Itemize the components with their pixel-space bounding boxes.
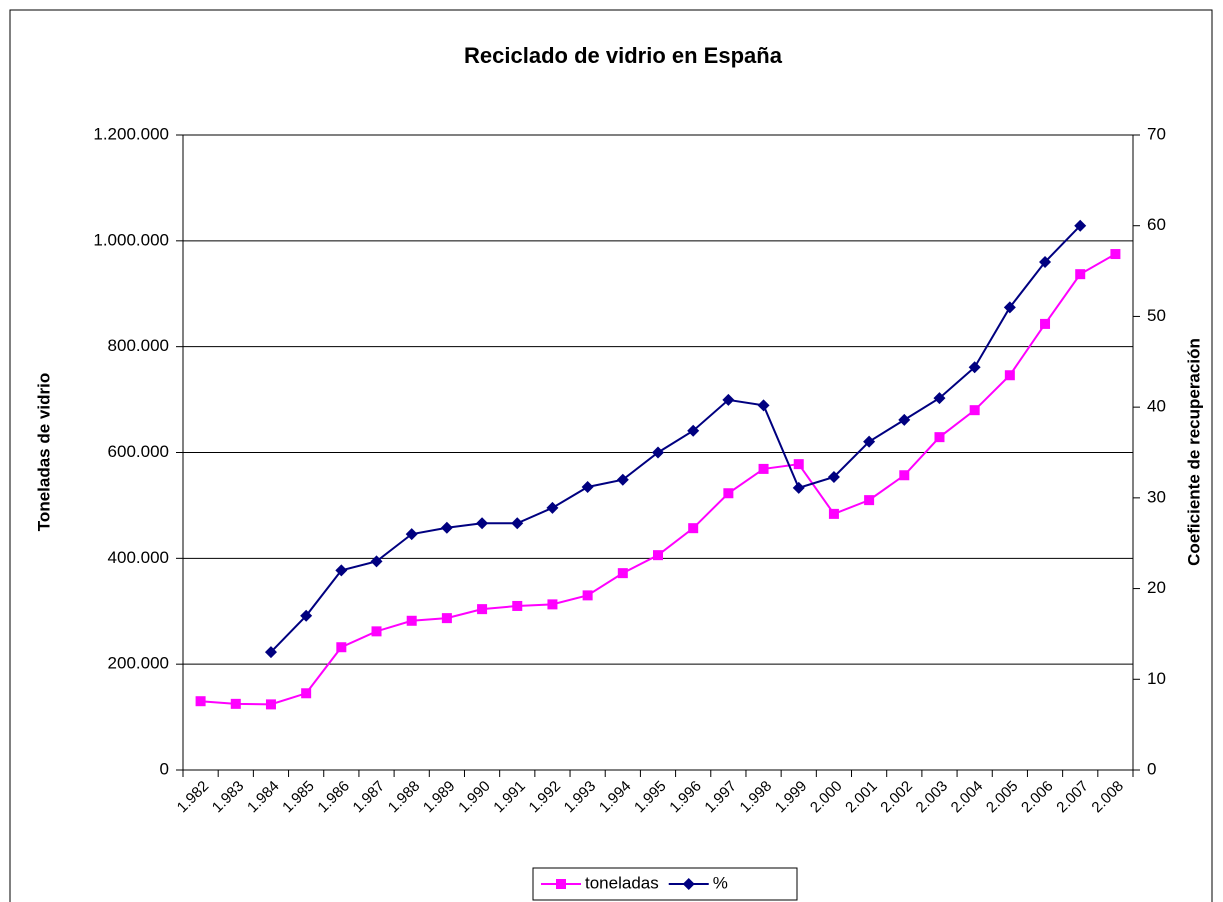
data-point (827, 470, 840, 483)
y2-tick-label: 0 (1147, 759, 1156, 778)
data-point (406, 615, 417, 626)
data-point (899, 470, 910, 481)
data-point (195, 696, 206, 707)
y2-tick-label: 70 (1147, 124, 1166, 143)
data-point (300, 609, 313, 622)
data-point (230, 698, 241, 709)
legend-label: % (713, 873, 728, 892)
data-point (264, 646, 277, 659)
y2-axis-title: Coeficiente de recuperación (1184, 338, 1203, 566)
data-point (546, 501, 559, 514)
data-point (1074, 219, 1087, 232)
data-point (370, 555, 383, 568)
data-point (688, 523, 699, 534)
data-point (969, 405, 980, 416)
data-point (722, 393, 735, 406)
data-point (477, 604, 488, 615)
y-tick-label: 1.000.000 (93, 230, 169, 249)
data-point (616, 473, 629, 486)
data-point (863, 435, 876, 448)
y-axis-title: Toneladas de vidrio (34, 373, 53, 531)
data-point (968, 361, 981, 374)
data-point (792, 481, 805, 494)
data-point (512, 600, 523, 611)
data-point (757, 399, 770, 412)
y2-tick-label: 30 (1147, 487, 1166, 506)
data-point (653, 550, 663, 561)
y2-tick-label: 10 (1147, 669, 1166, 688)
data-point (687, 424, 700, 437)
data-point (405, 528, 418, 541)
y-tick-label: 1.200.000 (93, 124, 169, 143)
legend-marker (682, 878, 695, 890)
data-point (758, 463, 769, 474)
data-point (336, 642, 347, 653)
y-tick-label: 800.000 (108, 336, 169, 355)
series-line (270, 225, 1081, 653)
data-point (617, 568, 628, 579)
chart-title: Reciclado de vidrio en España (464, 43, 783, 68)
data-point (898, 413, 911, 426)
y-tick-label: 600.000 (108, 442, 169, 461)
data-point (1004, 370, 1015, 381)
y-tick-label: 0 (160, 759, 169, 778)
data-point (371, 626, 382, 637)
data-point (582, 590, 593, 601)
data-point (1110, 249, 1121, 260)
y2-tick-label: 40 (1147, 397, 1166, 416)
data-point (1039, 256, 1052, 268)
data-point (828, 508, 839, 519)
data-point (652, 446, 664, 459)
data-point (476, 517, 489, 530)
data-point (1003, 301, 1016, 314)
data-point (723, 488, 734, 499)
y2-tick-label: 60 (1147, 215, 1166, 234)
data-point (793, 459, 804, 470)
data-point (1075, 269, 1086, 280)
data-point (511, 517, 524, 530)
data-point (440, 521, 453, 534)
data-point (933, 392, 946, 405)
data-point (441, 613, 452, 624)
data-point (864, 495, 875, 506)
y-tick-label: 400.000 (108, 548, 169, 567)
data-point (934, 432, 945, 443)
legend-marker (556, 879, 566, 889)
data-point (301, 688, 312, 699)
chart-border (9, 9, 1213, 902)
data-point (547, 599, 558, 610)
y-tick-label: 200.000 (108, 654, 169, 673)
legend-label: toneladas (585, 873, 659, 892)
data-point (581, 480, 594, 493)
data-point (335, 564, 348, 577)
data-point (1040, 318, 1051, 329)
data-point (265, 699, 276, 710)
y2-tick-label: 20 (1147, 578, 1166, 597)
y2-tick-label: 50 (1147, 306, 1166, 325)
